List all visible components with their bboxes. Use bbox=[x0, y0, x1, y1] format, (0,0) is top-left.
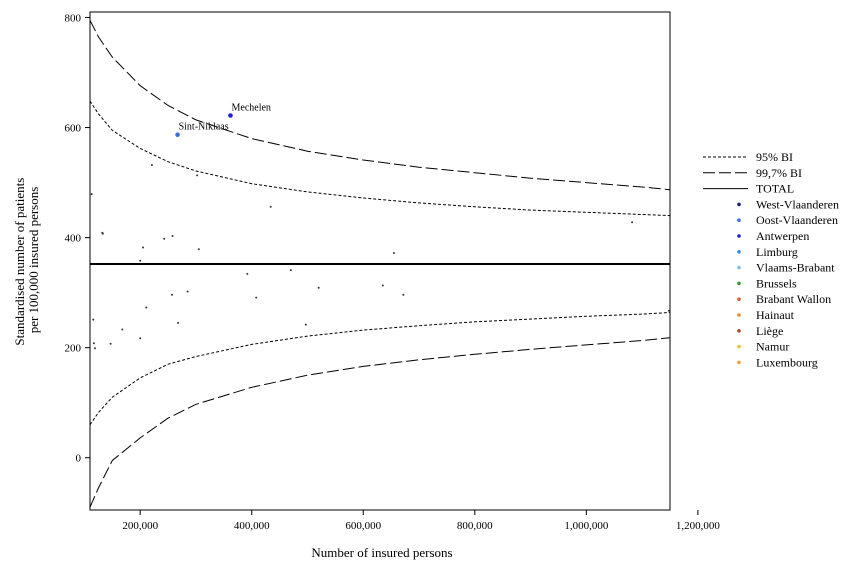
data-point bbox=[402, 293, 405, 296]
data-point bbox=[171, 235, 174, 237]
data-point bbox=[139, 259, 142, 262]
data-point bbox=[90, 193, 93, 196]
x-tick-label: 800,000 bbox=[457, 520, 493, 532]
legend-label: Hainaut bbox=[756, 308, 795, 322]
data-point bbox=[150, 164, 153, 166]
data-point bbox=[186, 290, 189, 293]
data-point bbox=[175, 132, 180, 137]
legend-swatch-marker bbox=[737, 218, 741, 222]
x-axis-title: Number of insured persons bbox=[311, 545, 452, 560]
y-tick-label: 600 bbox=[65, 123, 82, 135]
data-point bbox=[667, 309, 670, 312]
y-axis-title-line-1: Standardised number of patients bbox=[12, 178, 27, 346]
y-tick-label: 0 bbox=[76, 453, 82, 465]
data-point bbox=[304, 323, 307, 326]
band-dashed-upper bbox=[89, 20, 671, 191]
data-point bbox=[121, 328, 124, 331]
legend-swatch-marker bbox=[737, 313, 741, 317]
x-tick-label: 400,000 bbox=[234, 520, 270, 532]
legend-label: Antwerpen bbox=[756, 229, 809, 243]
legend-label: Luxembourg bbox=[756, 355, 818, 369]
data-point bbox=[246, 272, 249, 275]
legend-swatch-marker bbox=[737, 250, 741, 254]
legend-swatch-marker bbox=[737, 281, 741, 286]
data-point bbox=[381, 284, 384, 287]
x-tick-label: 1,000,000 bbox=[564, 520, 609, 532]
legend-swatch-marker bbox=[737, 329, 741, 333]
legend-swatch-marker bbox=[737, 234, 741, 238]
data-point bbox=[631, 221, 634, 224]
y-tick-label: 400 bbox=[65, 233, 82, 245]
legend-label: 99,7% BI bbox=[756, 166, 802, 180]
point-label: Sint-Niklaas bbox=[179, 122, 229, 133]
legend-label: Brabant Wallon bbox=[756, 292, 831, 306]
legend-label: Brussels bbox=[756, 276, 797, 290]
point-label: Mechelen bbox=[232, 103, 271, 114]
x-tick-label: 200,000 bbox=[122, 520, 158, 532]
legend-label: TOTAL bbox=[756, 182, 794, 196]
y-axis-title-line-2: per 100,000 insured persons bbox=[26, 187, 41, 334]
data-point bbox=[289, 269, 292, 272]
legend-label: Liège bbox=[756, 324, 783, 338]
data-point bbox=[92, 318, 95, 321]
band-dotted-upper bbox=[89, 100, 671, 217]
data-point bbox=[228, 113, 233, 118]
y-axis-title: Standardised number of patients per 100,… bbox=[12, 174, 41, 345]
data-point bbox=[171, 293, 173, 296]
y-tick-label: 800 bbox=[65, 13, 82, 25]
data-point bbox=[197, 248, 200, 251]
legend-label: 95% BI bbox=[756, 150, 793, 164]
data-point bbox=[92, 342, 95, 345]
data-point bbox=[177, 321, 180, 324]
legend-label: West-Vlaanderen bbox=[756, 197, 839, 211]
data-point bbox=[317, 286, 320, 289]
plot-frame bbox=[89, 11, 671, 511]
data-point bbox=[101, 232, 104, 235]
x-tick-label: 600,000 bbox=[345, 520, 381, 532]
data-point bbox=[109, 342, 112, 345]
y-tick-label: 200 bbox=[65, 343, 82, 355]
data-point bbox=[142, 246, 144, 249]
legend-swatch-marker bbox=[737, 265, 741, 270]
data-point bbox=[145, 306, 148, 309]
x-tick-label: 1,200,000 bbox=[676, 520, 721, 532]
legend-swatch-marker bbox=[737, 344, 741, 349]
data-point bbox=[392, 252, 395, 254]
legend-swatch-marker bbox=[737, 202, 741, 207]
legend-swatch-marker bbox=[737, 297, 741, 302]
legend-swatch-marker bbox=[737, 360, 741, 365]
data-point bbox=[269, 205, 272, 208]
data-point bbox=[163, 237, 166, 240]
data-point bbox=[94, 347, 96, 350]
legend-label: Oost-Vlaanderen bbox=[756, 213, 838, 227]
legend-label: Vlaams-Brabant bbox=[756, 261, 835, 275]
legend-label: Namur bbox=[756, 340, 789, 354]
data-point bbox=[139, 337, 142, 340]
band-dotted-lower bbox=[89, 312, 671, 425]
band-dashed-lower bbox=[89, 337, 671, 508]
data-point bbox=[196, 174, 199, 177]
legend-label: Limburg bbox=[756, 245, 798, 259]
data-point bbox=[255, 296, 258, 299]
